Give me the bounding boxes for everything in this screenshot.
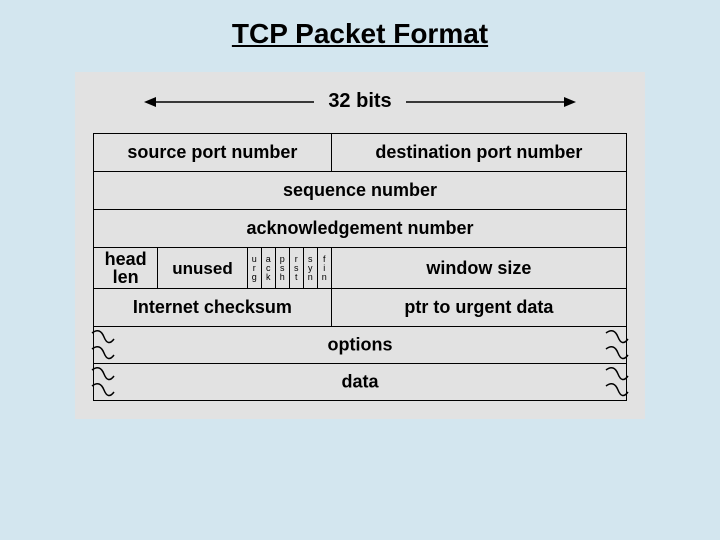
field-ack-number: acknowledgement number xyxy=(94,210,627,248)
width-indicator: 32 bits xyxy=(93,90,627,113)
flag-rst: rst xyxy=(289,248,303,289)
field-sequence-number: sequence number xyxy=(94,172,627,210)
diagram-title: TCP Packet Format xyxy=(0,18,720,50)
break-mark-icon xyxy=(90,362,116,402)
arrow-right xyxy=(406,96,576,108)
row-data: data xyxy=(94,364,627,401)
break-mark-icon xyxy=(604,362,630,402)
field-urgent-ptr: ptr to urgent data xyxy=(331,289,626,327)
field-head-len: head len xyxy=(94,248,158,289)
row-ack: acknowledgement number xyxy=(94,210,627,248)
flag-syn: syn xyxy=(303,248,317,289)
field-unused: unused xyxy=(158,248,247,289)
row-seq: sequence number xyxy=(94,172,627,210)
break-mark-icon xyxy=(604,325,630,365)
row-options: options xyxy=(94,327,627,364)
field-dest-port: destination port number xyxy=(331,134,626,172)
flag-psh: psh xyxy=(275,248,289,289)
row-checksum: Internet checksum ptr to urgent data xyxy=(94,289,627,327)
field-checksum: Internet checksum xyxy=(94,289,332,327)
width-label: 32 bits xyxy=(328,90,391,113)
field-options: options xyxy=(328,335,393,356)
field-source-port: source port number xyxy=(94,134,332,172)
row-ports: source port number destination port numb… xyxy=(94,134,627,172)
row-flags: head len unused urg ack psh rst syn fin … xyxy=(94,248,627,289)
flag-fin: fin xyxy=(317,248,331,289)
flag-urg: urg xyxy=(247,248,261,289)
arrow-left xyxy=(144,96,314,108)
packet-table: source port number destination port numb… xyxy=(93,133,627,401)
flag-ack: ack xyxy=(261,248,275,289)
field-window-size: window size xyxy=(331,248,626,289)
packet-container: 32 bits source port number destination p… xyxy=(75,72,645,419)
field-data: data xyxy=(341,372,378,393)
break-mark-icon xyxy=(90,325,116,365)
